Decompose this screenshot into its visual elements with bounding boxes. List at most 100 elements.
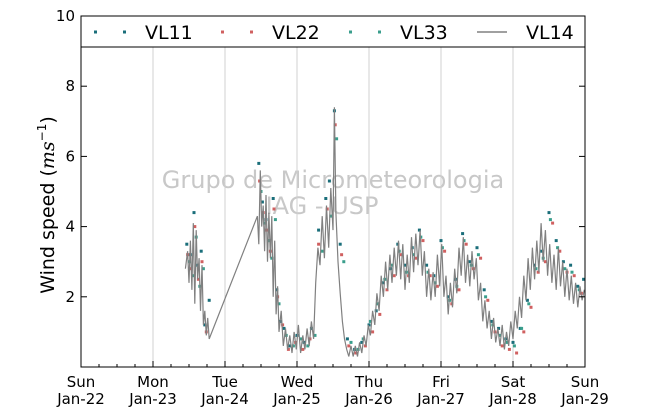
- data-point: [543, 260, 547, 264]
- data-point: [512, 344, 516, 348]
- data-point: [428, 274, 432, 278]
- data-point: [486, 298, 490, 302]
- data-point: [354, 351, 358, 355]
- x-tick-label-date: Jan-27: [416, 390, 465, 408]
- data-point: [340, 253, 344, 257]
- data-point: [439, 239, 443, 243]
- legend-item-vl22: VL22: [221, 22, 320, 44]
- data-point: [385, 288, 389, 292]
- data-point: [257, 161, 261, 165]
- x-tick-label-date: Jan-25: [272, 390, 321, 408]
- data-point: [443, 249, 447, 253]
- legend-swatch-dot: [221, 30, 224, 34]
- legend-item-vl33: VL33: [349, 22, 448, 44]
- data-point: [272, 207, 276, 211]
- data-point: [260, 200, 264, 204]
- x-tick-label-date: Jan-28: [488, 390, 537, 408]
- data-point: [498, 333, 502, 337]
- data-point: [196, 277, 200, 281]
- data-point: [390, 263, 394, 267]
- data-point: [349, 340, 353, 344]
- data-point: [201, 267, 205, 271]
- data-point: [347, 344, 351, 348]
- x-tick-label-day: Sun: [67, 373, 96, 391]
- x-tick-label-day: Wed: [281, 373, 314, 391]
- series-vl22: [186, 123, 583, 355]
- data-point: [313, 333, 317, 337]
- legend-swatch-dot: [94, 30, 97, 34]
- legend-label: VL22: [272, 22, 320, 44]
- data-point: [433, 281, 437, 285]
- x-tick-label-date: Jan-26: [344, 390, 393, 408]
- legend-item-vl14: VL14: [477, 22, 574, 44]
- x-tick-labels: SunJan-22MonJan-23TueJan-24WedJan-25ThuJ…: [56, 373, 609, 408]
- data-point: [529, 305, 533, 309]
- data-point: [371, 330, 375, 334]
- data-point: [378, 312, 382, 316]
- y-tick-labels: 2 4 6 8 10: [56, 7, 75, 306]
- data-point: [317, 242, 321, 246]
- data-point: [275, 288, 279, 292]
- data-point: [288, 344, 292, 348]
- data-point: [291, 344, 295, 348]
- data-point: [271, 197, 275, 200]
- data-point: [185, 242, 189, 246]
- series-layer: [184, 107, 586, 357]
- x-tick-label-day: Thu: [354, 373, 383, 391]
- y-axis-label: Wind speed (ms−1): [35, 116, 59, 294]
- series-vl11: [185, 109, 586, 351]
- data-point: [207, 298, 211, 302]
- data-point: [403, 263, 407, 267]
- data-point: [475, 246, 479, 250]
- legend-label: VL33: [400, 22, 448, 44]
- data-point: [277, 302, 281, 306]
- data-point: [193, 225, 197, 229]
- data-point: [482, 288, 486, 292]
- data-point: [335, 137, 339, 141]
- data-point: [338, 242, 342, 246]
- data-point: [446, 295, 450, 299]
- data-point: [468, 260, 472, 264]
- data-point: [317, 228, 321, 232]
- data-point: [464, 242, 468, 246]
- y-axis-label-main: Wind speed (: [37, 169, 59, 294]
- data-point: [345, 337, 349, 341]
- y-axis-label-exponent: −1: [35, 124, 49, 142]
- data-point: [569, 263, 573, 267]
- data-point: [324, 197, 328, 200]
- x-tick-label-date: Jan-24: [200, 390, 249, 408]
- data-point: [551, 221, 555, 225]
- data-point: [540, 249, 544, 253]
- data-point: [199, 249, 203, 253]
- y-tick-label: 2: [65, 288, 75, 306]
- data-point: [299, 337, 303, 341]
- data-point: [500, 344, 504, 348]
- series-line: [184, 107, 585, 357]
- data-point: [522, 330, 526, 334]
- data-point: [368, 319, 372, 323]
- series-vl14: [184, 107, 585, 357]
- data-point: [457, 288, 461, 292]
- data-point: [329, 214, 333, 218]
- x-tick-label-day: Mon: [137, 373, 169, 391]
- data-point: [527, 302, 531, 306]
- data-point: [203, 323, 207, 327]
- data-point: [507, 347, 511, 351]
- data-point: [392, 274, 396, 278]
- y-tick-label: 10: [56, 7, 75, 25]
- y-tick-label: 4: [65, 218, 75, 236]
- legend-swatch-dot: [250, 30, 253, 34]
- y-axis-label-close: ): [37, 116, 59, 123]
- data-point: [309, 326, 313, 330]
- data-point: [561, 260, 565, 264]
- data-point: [270, 256, 274, 260]
- x-tick-label-day: Sat: [501, 373, 526, 391]
- data-point: [417, 228, 421, 232]
- legend-item-vl11: VL11: [94, 22, 193, 44]
- data-point: [412, 253, 416, 257]
- vertical-gridlines: [152, 16, 514, 367]
- data-point: [558, 249, 562, 253]
- data-point: [497, 326, 501, 330]
- data-point: [536, 270, 540, 274]
